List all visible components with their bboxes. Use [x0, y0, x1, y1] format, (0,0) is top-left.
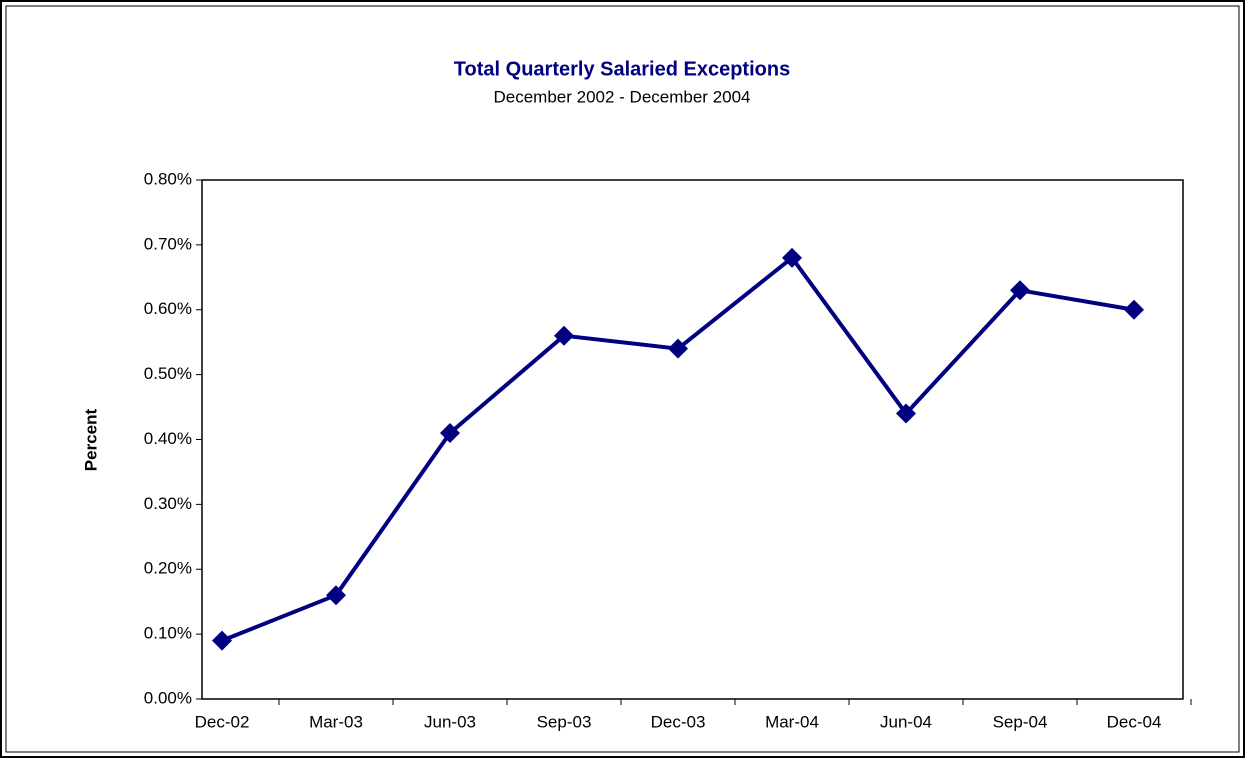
data-point: [1124, 299, 1144, 320]
x-tick-label: Dec-02: [195, 712, 250, 731]
x-tick-label: Sep-03: [537, 712, 592, 731]
x-tick-label: Jun-04: [880, 712, 932, 731]
y-axis-label: Percent: [81, 408, 100, 471]
data-point: [668, 338, 688, 359]
x-tick-label: Mar-04: [765, 712, 819, 731]
inner-frame: [5, 5, 1240, 753]
data-point: [212, 630, 232, 651]
chart-subtitle: December 2002 - December 2004: [493, 87, 750, 106]
data-point: [782, 247, 802, 268]
y-tick-label: 0.30%: [144, 494, 192, 513]
chart-title: Total Quarterly Salaried Exceptions: [454, 58, 790, 80]
y-tick-label: 0.60%: [144, 299, 192, 318]
x-tick-label: Sep-04: [993, 712, 1048, 731]
plot-area: [201, 179, 1184, 700]
y-tick-label: 0.40%: [144, 429, 192, 448]
y-tick-label: 0.00%: [144, 688, 192, 707]
y-tick-label: 0.80%: [144, 169, 192, 188]
y-tick-label: 0.50%: [144, 364, 192, 383]
series-line: [221, 255, 1135, 643]
x-tick-label: Dec-03: [651, 712, 706, 731]
data-point: [554, 325, 574, 346]
data-point: [326, 585, 346, 606]
x-tick-label: Jun-03: [424, 712, 476, 731]
data-point: [896, 403, 916, 424]
y-tick-label: 0.10%: [144, 624, 192, 643]
data-point: [440, 423, 460, 444]
x-tick-label: Mar-03: [309, 712, 363, 731]
x-tick-label: Dec-04: [1107, 712, 1162, 731]
y-tick-label: 0.20%: [144, 559, 192, 578]
y-tick-label: 0.70%: [144, 234, 192, 253]
data-point: [1010, 280, 1030, 301]
